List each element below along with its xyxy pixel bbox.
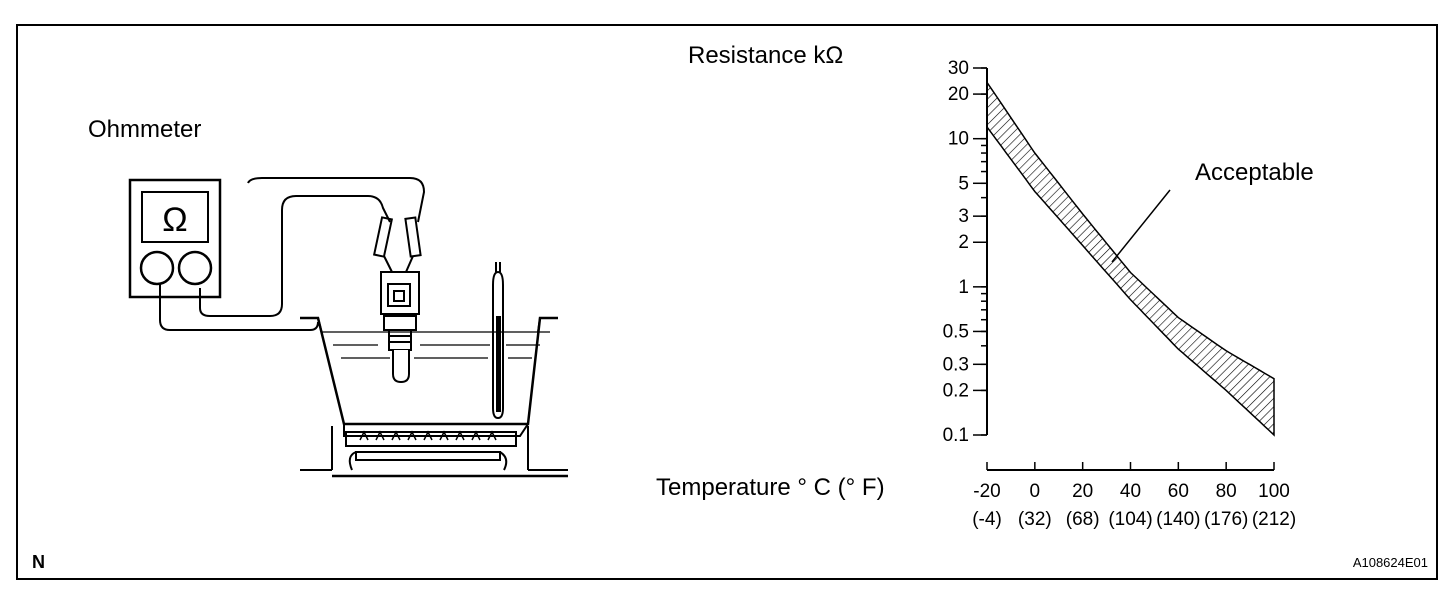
x-tick-label-c: -20 xyxy=(973,481,1000,502)
x-tick-label-f: (68) xyxy=(1066,509,1100,530)
y-tick-label: 5 xyxy=(958,173,969,194)
x-tick-label-f: (104) xyxy=(1108,509,1152,530)
y-tick-label: 3 xyxy=(958,206,969,227)
ohmmeter-terminal-right xyxy=(177,250,213,286)
resistance-chart: 30 20 10 5 3 2 1 0.5 0.3 0.2 0.1 -20 (-4) 0 (32) 20 (68… xyxy=(943,58,1297,530)
y-tick-label: 0.5 xyxy=(943,321,969,342)
x-tick-label-c: 80 xyxy=(1216,481,1237,502)
gas-burner xyxy=(300,426,568,478)
temperature-sensor xyxy=(380,271,420,384)
acceptable-leader-line xyxy=(1111,189,1171,263)
x-tick-label-c: 40 xyxy=(1120,481,1141,502)
x-tick-label-c: 0 xyxy=(1030,481,1041,502)
acceptable-band xyxy=(986,79,1275,437)
y-tick-label: 30 xyxy=(948,58,969,79)
thermometer xyxy=(492,262,504,420)
x-tick-label-f: (176) xyxy=(1204,509,1248,530)
y-tick-label: 1 xyxy=(958,277,969,298)
water-pot xyxy=(300,316,558,437)
acceptable-label: Acceptable xyxy=(1195,159,1314,186)
lead-wire-1 xyxy=(159,283,319,331)
lead-wire-2 xyxy=(199,195,391,317)
ohmmeter-display xyxy=(141,191,209,243)
figure-code: A108624E01 xyxy=(1353,555,1428,570)
ohmmeter-terminal-left xyxy=(139,250,175,286)
corner-mark: N xyxy=(32,552,45,572)
x-tick-label-c: 20 xyxy=(1072,481,1093,502)
ohmmeter-body xyxy=(128,178,222,299)
y-tick-label: 2 xyxy=(958,232,969,253)
ohm-symbol: Ω xyxy=(162,201,187,239)
x-tick-label-c: 100 xyxy=(1258,481,1290,502)
x-tick-label-c: 60 xyxy=(1168,481,1189,502)
y-tick-label: 20 xyxy=(948,84,969,105)
ohmmeter-label: Ohmmeter xyxy=(88,116,201,143)
probe-left xyxy=(372,216,394,273)
y-axis-title: Resistance kΩ xyxy=(688,42,843,69)
water-surface xyxy=(322,331,550,359)
y-tick-label: 0.1 xyxy=(943,425,969,446)
x-tick-label-f: (212) xyxy=(1252,509,1296,530)
probe-right xyxy=(404,216,422,273)
x-axis-title: Temperature ° C (° F) xyxy=(656,474,885,501)
x-tick-label-f: (-4) xyxy=(972,509,1002,530)
x-tick-label-f: (32) xyxy=(1018,509,1052,530)
lead-wire-3 xyxy=(247,177,426,223)
y-tick-label: 0.2 xyxy=(943,380,969,401)
y-tick-label: 0.3 xyxy=(943,354,969,375)
test-setup-illustration xyxy=(128,177,568,478)
figure-border xyxy=(16,24,1438,580)
y-tick-label: 10 xyxy=(948,129,969,150)
x-tick-label-f: (140) xyxy=(1156,509,1200,530)
